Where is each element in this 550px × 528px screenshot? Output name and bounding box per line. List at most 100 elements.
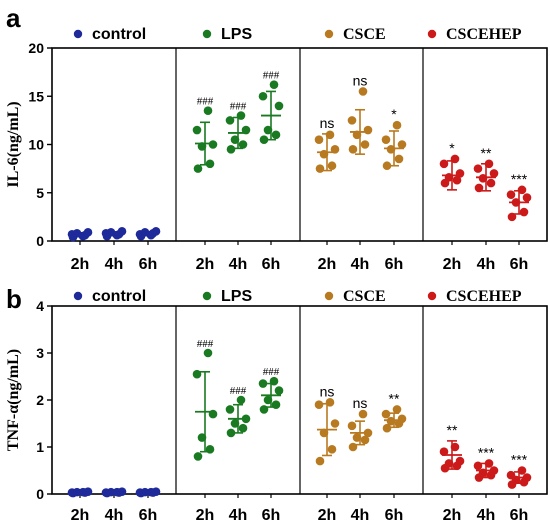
data-point <box>478 173 488 183</box>
y-tick-label: 0 <box>36 233 44 249</box>
data-point <box>386 416 396 426</box>
data-point <box>444 173 454 182</box>
y-tick-label: 20 <box>28 40 44 56</box>
data-point <box>392 405 402 414</box>
data-point <box>112 487 122 497</box>
y-tick-label: 1 <box>36 439 44 455</box>
data-point <box>363 428 373 438</box>
series-lps-2h: ### <box>192 96 218 173</box>
data-point <box>203 106 213 116</box>
data-point <box>517 466 527 475</box>
y-tick-label: 10 <box>28 137 44 153</box>
data-point <box>486 178 496 188</box>
panel-letter: a <box>6 3 21 33</box>
data-point <box>319 149 329 159</box>
y-tick-label: 0 <box>36 486 44 502</box>
series-control-2h <box>67 228 93 242</box>
data-point <box>394 154 404 164</box>
data-point <box>489 466 499 475</box>
data-point <box>473 164 483 173</box>
data-point <box>358 409 368 419</box>
data-point <box>444 459 454 468</box>
data-point <box>506 470 516 480</box>
series-control-4h <box>101 487 127 498</box>
x-tick-label: 2h <box>196 256 215 273</box>
significance-label: ### <box>197 338 214 350</box>
chart-panel-b: b control LPS CSCE CSCEHEP TNF-α(ng/mL) 0 1 2 3 4 2… <box>5 284 548 524</box>
data-point <box>352 130 362 140</box>
data-point <box>193 452 203 461</box>
series-cscehep-6h: *** <box>506 452 532 489</box>
legend-marker-lps <box>202 29 212 39</box>
significance-label: *** <box>478 444 495 460</box>
data-point <box>205 445 215 454</box>
x-tick-label: 4h <box>351 256 370 273</box>
x-tick-label: 2h <box>71 256 90 273</box>
series-cscehep-6h: *** <box>506 171 532 222</box>
x-tick-label: 4h <box>229 507 248 524</box>
data-point <box>330 145 340 154</box>
data-point <box>347 116 357 125</box>
significance-label: ** <box>447 422 458 438</box>
data-point <box>450 154 460 164</box>
data-point <box>146 230 156 240</box>
data-point <box>146 487 156 497</box>
series-lps-6h: ### <box>258 70 284 144</box>
data-point <box>455 456 465 466</box>
series-control-6h <box>135 487 161 498</box>
significance-label: *** <box>511 171 528 187</box>
data-point <box>484 459 494 468</box>
series-cscehep-2h: * <box>439 140 465 191</box>
significance-label: ### <box>263 70 280 82</box>
series-csce-6h: ** <box>381 390 407 433</box>
x-tick-label: 4h <box>105 507 124 524</box>
x-tick-label: 6h <box>139 507 158 524</box>
significance-label: ### <box>230 101 247 113</box>
series-lps-2h: ### <box>192 338 218 461</box>
x-tick-label: 2h <box>443 256 462 273</box>
x-tick-label: 4h <box>477 256 496 273</box>
data-point <box>511 198 521 207</box>
legend-label-csce: CSCE <box>343 26 386 43</box>
legend-marker-control <box>73 291 83 301</box>
legend-label-csce: CSCE <box>343 288 386 305</box>
data-point <box>135 488 145 497</box>
data-point <box>78 231 88 241</box>
series-csce-4h: ns <box>347 72 373 155</box>
data-point <box>347 421 357 431</box>
series-csce-4h: ns <box>347 395 373 452</box>
data-point <box>473 461 483 471</box>
x-tick-label: 6h <box>139 256 158 273</box>
x-tick-label: 4h <box>351 507 370 524</box>
data-point <box>348 442 358 452</box>
data-point <box>193 164 203 173</box>
series-cscehep-4h: ** <box>473 145 499 193</box>
data-point <box>352 433 362 442</box>
series-csce-2h: ns <box>314 383 340 466</box>
series-csce-2h: ns <box>314 115 340 173</box>
data-point <box>274 101 284 111</box>
data-point <box>238 140 248 149</box>
data-point <box>259 405 269 414</box>
panel-letter: b <box>6 284 22 314</box>
significance-label: ** <box>389 390 400 406</box>
x-tick-label: 6h <box>385 256 404 273</box>
legend-marker-control <box>73 29 83 39</box>
series-lps-4h: ### <box>225 101 251 154</box>
data-point <box>439 447 449 457</box>
data-point <box>230 419 240 428</box>
series-cscehep-2h: ** <box>439 422 465 473</box>
data-point <box>360 140 370 149</box>
legend-marker-lps <box>202 291 212 301</box>
data-point <box>271 400 281 410</box>
data-point <box>319 428 329 438</box>
data-point <box>269 376 279 386</box>
data-point <box>392 120 402 130</box>
data-point <box>314 400 324 410</box>
data-point <box>358 87 368 96</box>
legend-label-cscehep: CSCEHEP <box>446 26 522 43</box>
data-point <box>450 442 460 452</box>
series-lps-6h: ### <box>258 366 284 414</box>
data-point <box>381 135 391 144</box>
data-point <box>225 405 235 414</box>
